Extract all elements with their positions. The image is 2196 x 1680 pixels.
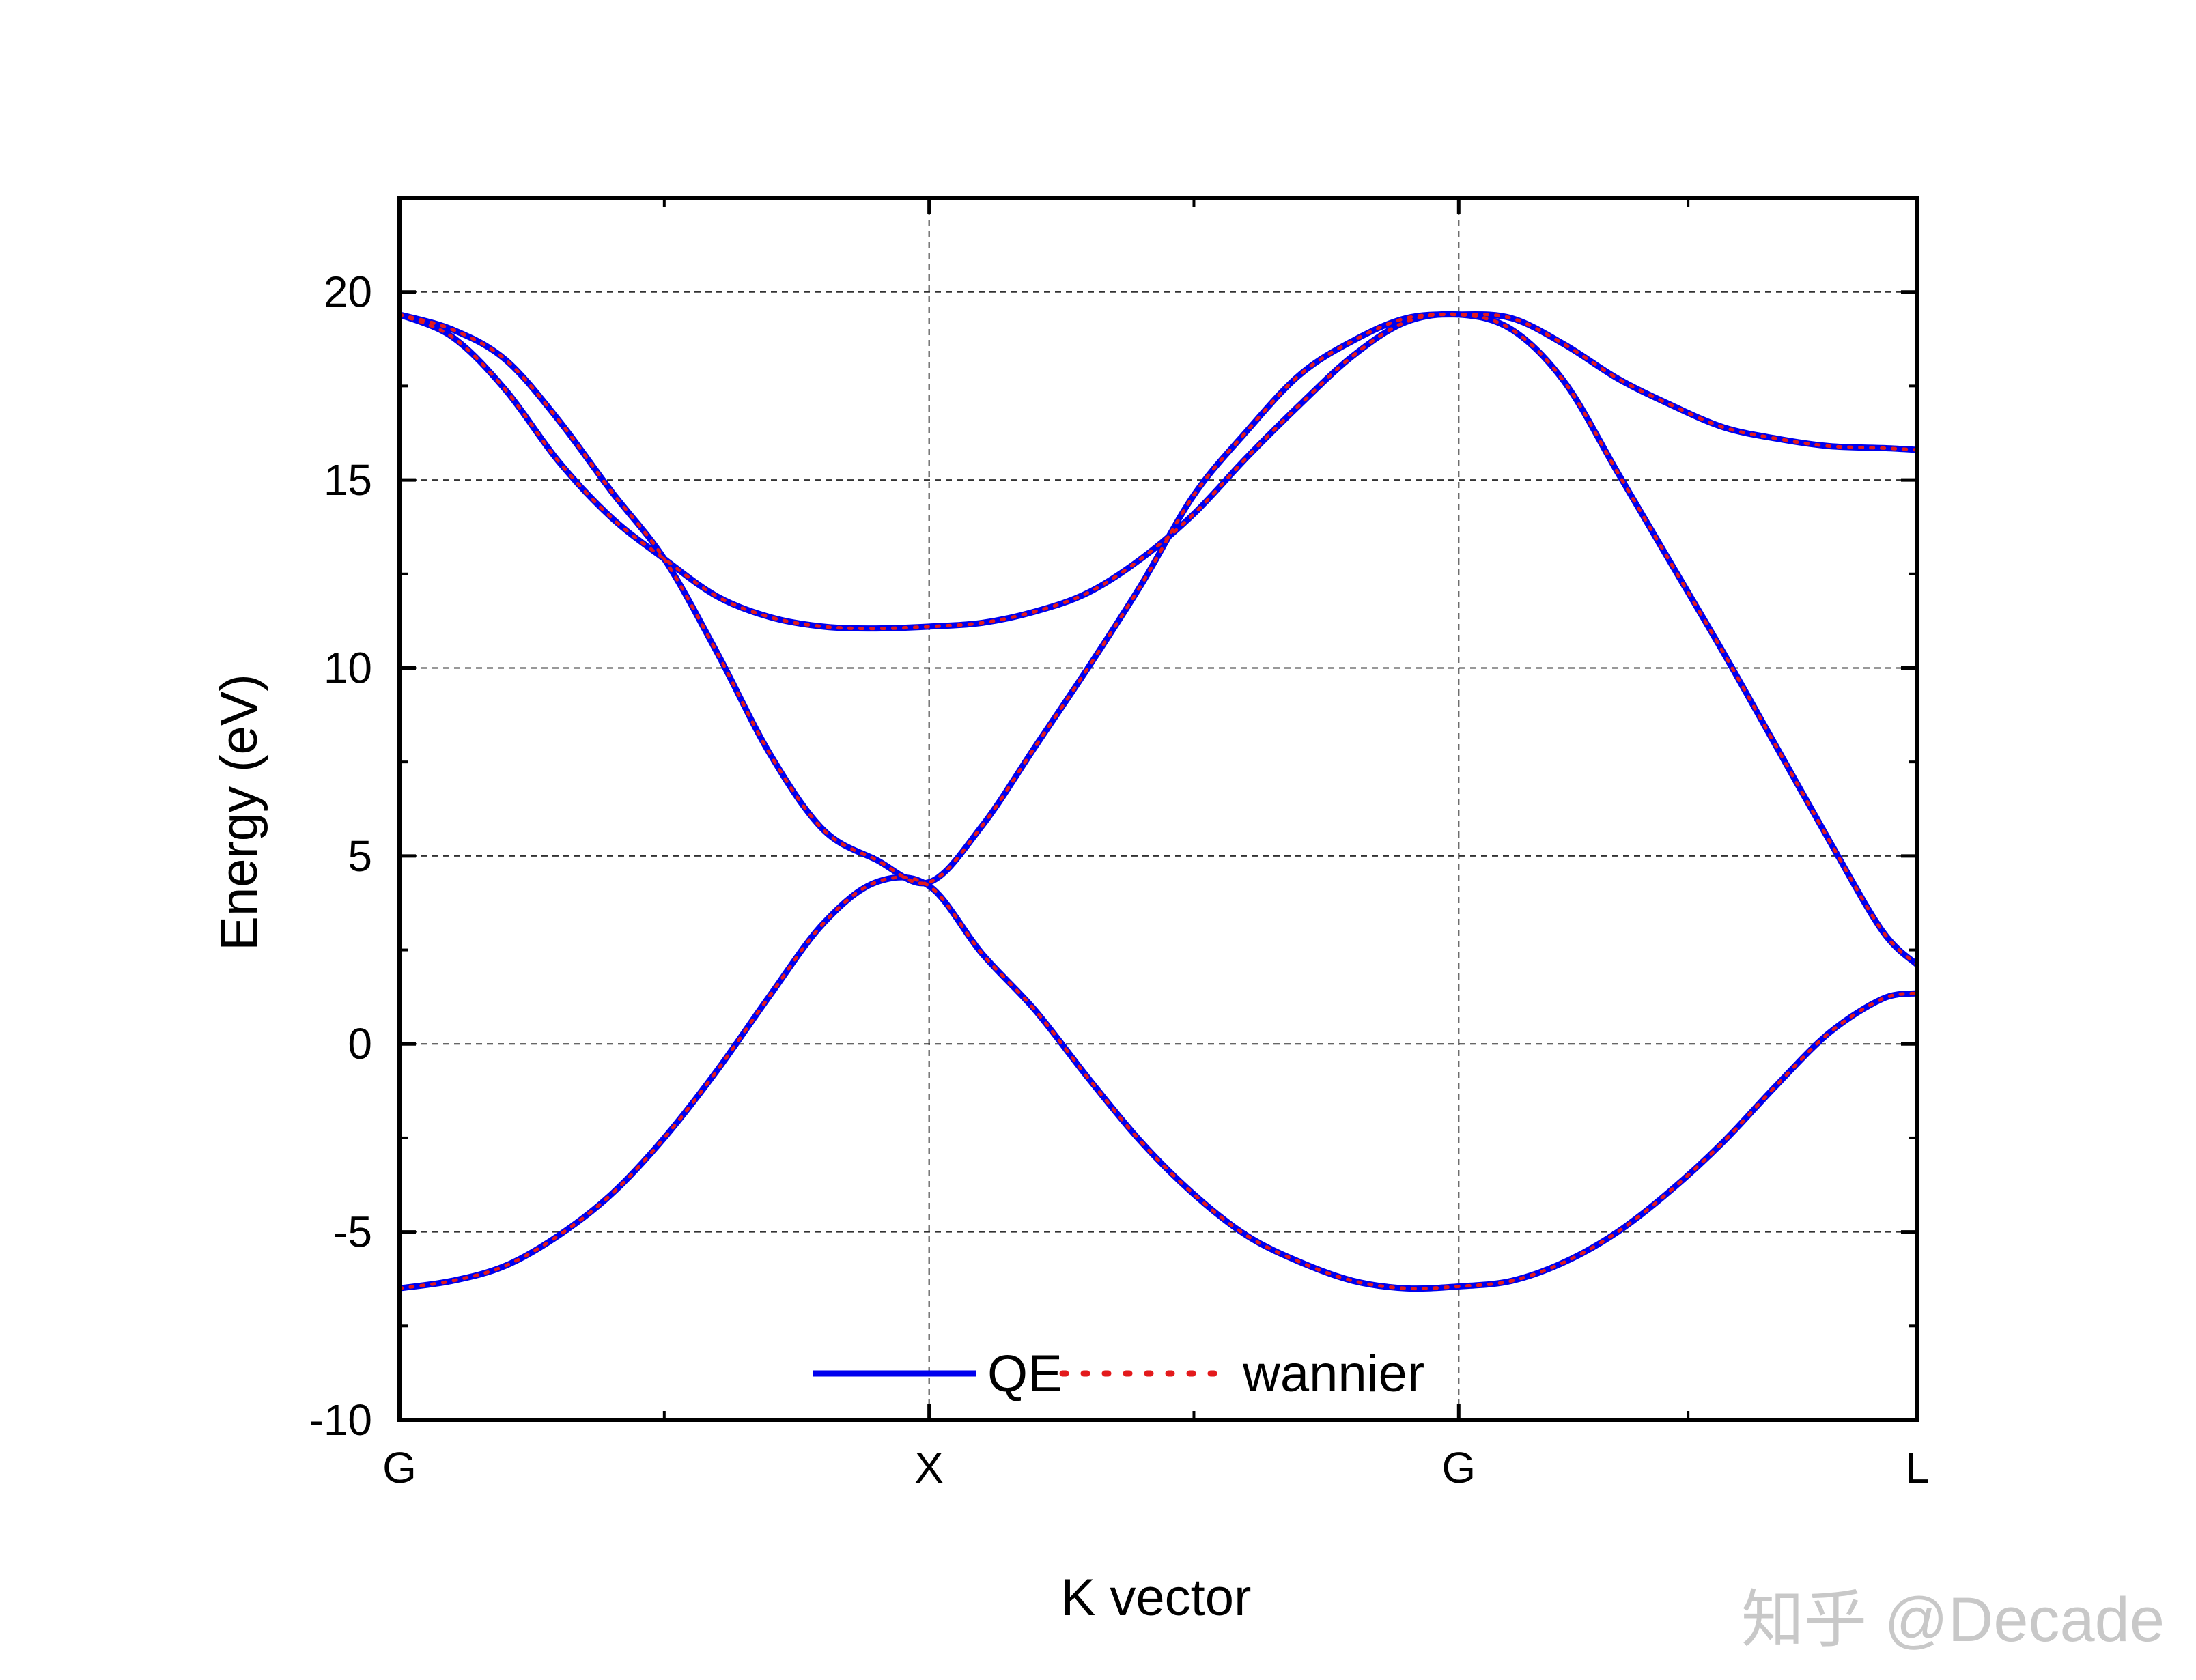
y-tick-label: -10	[309, 1395, 373, 1444]
y-tick-label: 10	[324, 643, 372, 692]
x-tick-label: X	[914, 1443, 944, 1492]
x-tick-label: G	[1441, 1443, 1476, 1492]
grid-lines	[399, 198, 1917, 1420]
tick-labels: -10 -5 0 5 10 15 20 G X G L	[309, 268, 1930, 1492]
y-tick-label: 5	[348, 831, 372, 881]
wannier-band-1	[397, 875, 1919, 1291]
y-axis-title: Energy (eV)	[210, 674, 268, 951]
y-tick-label: 20	[324, 268, 372, 317]
wannier-band-2	[397, 312, 1919, 967]
legend: QE wannier	[813, 1345, 1424, 1403]
axis-ticks	[397, 198, 1919, 1422]
y-tick-label: 0	[348, 1019, 372, 1068]
legend-wannier-label: wannier	[1242, 1345, 1424, 1403]
y-tick-label: -5	[333, 1208, 372, 1257]
legend-qe-label: QE	[987, 1345, 1062, 1403]
y-tick-label: 15	[324, 455, 372, 504]
plot-frame	[397, 196, 1919, 1422]
x-axis-title: K vector	[1061, 1569, 1252, 1627]
watermark: 知乎 @Decade	[1741, 1585, 2165, 1655]
wannier-band-3	[397, 313, 1919, 885]
band-curves	[397, 311, 1920, 1292]
x-tick-label: G	[382, 1443, 417, 1492]
x-tick-label: L	[1905, 1443, 1930, 1492]
